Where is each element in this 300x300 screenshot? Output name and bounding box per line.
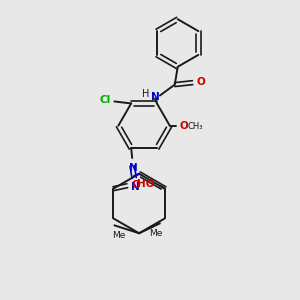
Text: O: O <box>180 121 188 131</box>
Text: N: N <box>131 182 140 192</box>
Text: Me: Me <box>112 231 126 240</box>
Text: CH₃: CH₃ <box>188 122 203 131</box>
Text: O: O <box>196 76 205 87</box>
Text: N: N <box>129 163 137 173</box>
Text: HO: HO <box>137 179 155 189</box>
Text: O: O <box>131 180 140 190</box>
Text: Me: Me <box>149 229 163 238</box>
Text: Cl: Cl <box>99 95 110 106</box>
Text: H: H <box>142 88 149 98</box>
Text: N: N <box>151 92 159 103</box>
